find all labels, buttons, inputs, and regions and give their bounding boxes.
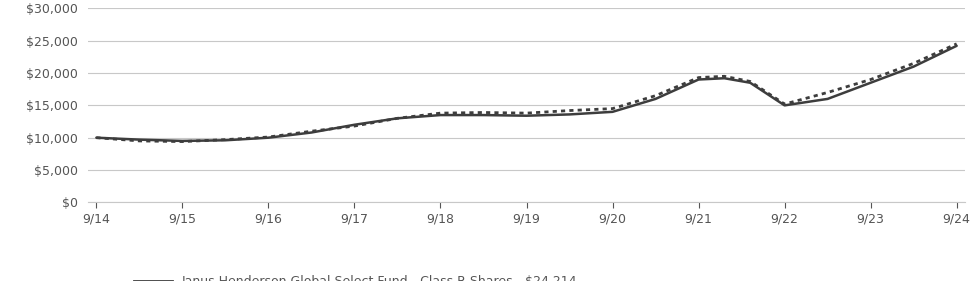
Legend: Janus Henderson Global Select Fund - Class R Shares - $24,214, MSCI All Country : Janus Henderson Global Select Fund - Cla… [129, 270, 582, 281]
